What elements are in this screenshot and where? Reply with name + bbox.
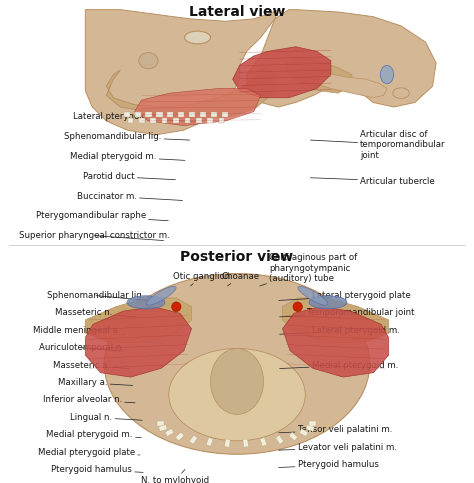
Bar	[243, 439, 248, 447]
Bar	[175, 432, 184, 441]
Bar	[165, 428, 174, 437]
Bar	[306, 425, 314, 431]
Bar	[178, 112, 184, 117]
Bar	[156, 112, 163, 117]
Ellipse shape	[104, 273, 370, 454]
Text: Medial pterygoid plate: Medial pterygoid plate	[38, 448, 140, 456]
Text: Maxillary a.: Maxillary a.	[58, 378, 133, 387]
Text: Pterygomandibular raphe: Pterygomandibular raphe	[36, 212, 168, 221]
Bar	[208, 118, 213, 123]
Polygon shape	[85, 10, 278, 135]
Bar	[211, 112, 217, 117]
Text: Lateral pterygoid m.: Lateral pterygoid m.	[280, 326, 400, 335]
Bar	[289, 432, 298, 441]
Ellipse shape	[392, 88, 410, 99]
Ellipse shape	[380, 65, 393, 84]
Bar	[206, 438, 213, 446]
Text: Levator veli palatini m.: Levator veli palatini m.	[279, 443, 397, 452]
Text: Articular tubercle: Articular tubercle	[310, 177, 435, 185]
Text: Superior pharyngeal constrictor m.: Superior pharyngeal constrictor m.	[19, 231, 170, 241]
Bar	[222, 112, 228, 117]
Text: Temporomandibular joint: Temporomandibular joint	[280, 309, 415, 317]
Text: Lateral pterygoid plate: Lateral pterygoid plate	[279, 291, 410, 300]
Circle shape	[293, 302, 302, 312]
Ellipse shape	[184, 31, 210, 44]
Bar	[200, 112, 206, 117]
Bar	[159, 425, 167, 431]
Bar	[275, 435, 284, 444]
Text: Auriculotemporal n.: Auriculotemporal n.	[39, 343, 124, 352]
Text: Inferior alveolar n.: Inferior alveolar n.	[43, 396, 135, 404]
Polygon shape	[233, 47, 331, 98]
Polygon shape	[85, 298, 191, 342]
Bar	[299, 428, 308, 437]
Text: Tensor veli palatini m.: Tensor veli palatini m.	[279, 426, 392, 434]
Bar	[146, 112, 152, 117]
Bar	[219, 118, 225, 123]
Polygon shape	[85, 307, 191, 377]
Bar	[139, 118, 145, 123]
Text: Medial pterygoid m.: Medial pterygoid m.	[280, 361, 398, 369]
Text: Parotid duct: Parotid duct	[83, 172, 175, 181]
Text: Masseteric n.: Masseteric n.	[55, 309, 135, 317]
Ellipse shape	[298, 286, 328, 305]
Ellipse shape	[309, 296, 347, 309]
Polygon shape	[317, 72, 387, 98]
Text: Choanae: Choanae	[222, 272, 260, 286]
Circle shape	[172, 302, 181, 312]
Polygon shape	[283, 298, 389, 342]
Bar	[225, 439, 230, 447]
Text: Middle meningeal a.: Middle meningeal a.	[33, 326, 124, 335]
Polygon shape	[106, 68, 275, 119]
Ellipse shape	[139, 53, 158, 69]
Polygon shape	[283, 307, 389, 377]
Bar	[150, 118, 156, 123]
Bar	[184, 118, 190, 123]
Bar	[309, 421, 316, 426]
Bar	[189, 435, 198, 444]
Text: Posterior view: Posterior view	[181, 250, 293, 264]
Text: Cartilaginous part of
pharyngotympanic
(auditory) tube: Cartilaginous part of pharyngotympanic (…	[260, 253, 357, 286]
Bar	[135, 112, 141, 117]
Text: Buccinator m.: Buccinator m.	[77, 192, 182, 200]
Text: Articular disc of
temporomandibular
joint: Articular disc of temporomandibular join…	[310, 130, 446, 160]
Bar	[157, 421, 164, 426]
Text: Medial pterygoid m.: Medial pterygoid m.	[46, 430, 141, 439]
Text: Otic ganglion: Otic ganglion	[173, 272, 230, 286]
Ellipse shape	[146, 286, 176, 305]
Ellipse shape	[210, 349, 264, 414]
Text: Lingual n.: Lingual n.	[70, 413, 142, 422]
Text: Sphenomandibular lig.: Sphenomandibular lig.	[64, 132, 190, 141]
Bar	[162, 118, 167, 123]
Bar	[173, 118, 179, 123]
Bar	[124, 112, 130, 117]
Ellipse shape	[127, 296, 165, 309]
Text: Lateral pterygoid m.: Lateral pterygoid m.	[73, 113, 197, 122]
Ellipse shape	[169, 349, 305, 441]
Bar	[196, 118, 202, 123]
Polygon shape	[135, 88, 261, 126]
Text: Pterygoid hamulus: Pterygoid hamulus	[279, 460, 379, 469]
Bar	[167, 112, 173, 117]
Text: Pterygoid hamulus: Pterygoid hamulus	[51, 465, 143, 474]
Bar	[189, 112, 195, 117]
Text: N. to mylohyoid: N. to mylohyoid	[141, 469, 210, 483]
Bar	[260, 438, 267, 446]
Text: Sphenomandibular lig.: Sphenomandibular lig.	[47, 291, 147, 300]
Polygon shape	[246, 10, 436, 107]
Text: Lateral view: Lateral view	[189, 5, 285, 19]
Polygon shape	[285, 56, 352, 93]
Text: Medial pterygoid m.: Medial pterygoid m.	[70, 152, 185, 161]
Text: Masseteric a.: Masseteric a.	[53, 361, 129, 369]
Bar	[128, 118, 133, 123]
